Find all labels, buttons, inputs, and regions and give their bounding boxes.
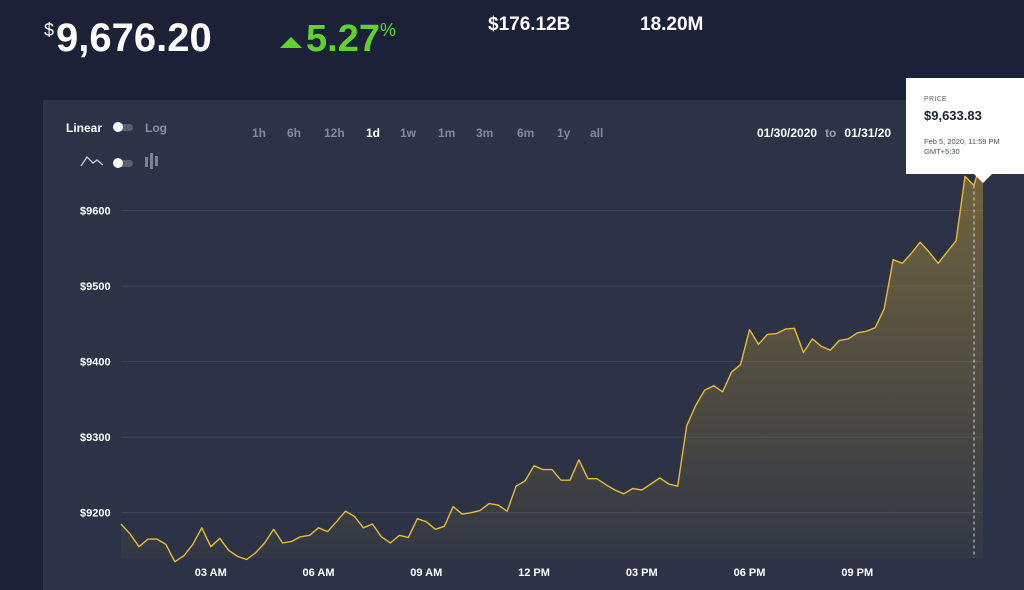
- y-tick-label: $9400: [80, 357, 111, 369]
- ticker-header: $9,676.20 5.27% $176.12B 18.20M: [0, 0, 1024, 100]
- candlestick-icon[interactable]: [144, 152, 162, 170]
- x-tick-label: 12 PM: [518, 567, 550, 579]
- date-from[interactable]: 01/30/2020: [757, 126, 818, 140]
- price-line: [120, 152, 984, 563]
- up-arrow-icon: [280, 37, 302, 49]
- current-price: $9,676.20: [44, 16, 212, 61]
- range-1m[interactable]: 1m: [438, 126, 456, 140]
- scale-switch[interactable]: [113, 122, 133, 132]
- tooltip-timezone: GMT+5:30: [924, 147, 960, 156]
- x-tick-label: 03 PM: [626, 567, 658, 579]
- price-value: 9,676.20: [56, 16, 212, 60]
- scale-linear-label[interactable]: Linear: [66, 121, 103, 135]
- chart-type-switch-knob: [113, 158, 123, 168]
- range-6h[interactable]: 6h: [287, 126, 302, 140]
- tooltip-arrow-icon: [974, 174, 992, 183]
- date-to-label: to: [825, 126, 837, 140]
- market-cap: $176.12B: [488, 14, 571, 35]
- price-tooltip: PRICE $9,633.83 Feb 5, 2020, 11:59 PM GM…: [906, 78, 1024, 183]
- chart-type-switch[interactable]: [113, 158, 133, 168]
- currency-symbol: $: [44, 20, 55, 40]
- tooltip-price: $9,633.83: [924, 108, 982, 123]
- scale-log-label[interactable]: Log: [145, 121, 167, 135]
- x-tick-label: 06 PM: [734, 567, 766, 579]
- range-6m[interactable]: 6m: [517, 126, 535, 140]
- x-tick-label: 09 PM: [841, 567, 873, 579]
- range-1h[interactable]: 1h: [252, 126, 267, 140]
- tooltip-time: Feb 5, 2020, 11:59 PM: [924, 137, 1000, 146]
- y-tick-label: $9300: [80, 432, 111, 444]
- y-tick-label: $9200: [80, 508, 111, 520]
- price-change: 5.27%: [280, 18, 396, 61]
- scale-switch-knob: [113, 122, 123, 132]
- change-unit: %: [379, 20, 396, 40]
- tooltip-label: PRICE: [924, 96, 947, 103]
- range-1y[interactable]: 1y: [557, 126, 571, 140]
- y-tick-label: $9600: [80, 205, 111, 217]
- range-1w[interactable]: 1w: [400, 126, 417, 140]
- x-tick-label: 03 AM: [195, 567, 227, 579]
- volume: 18.20M: [640, 14, 704, 35]
- line-chart-icon[interactable]: [80, 154, 104, 168]
- x-tick-label: 09 AM: [410, 567, 442, 579]
- range-1d[interactable]: 1d: [366, 126, 381, 140]
- date-range: 01/30/2020 to 01/31/20: [757, 126, 891, 140]
- range-all[interactable]: all: [590, 126, 604, 140]
- change-value: 5.27: [306, 18, 380, 60]
- range-12h[interactable]: 12h: [324, 126, 345, 140]
- x-tick-label: 06 AM: [303, 567, 335, 579]
- price-area: [121, 153, 983, 562]
- date-to[interactable]: 01/31/20: [844, 126, 892, 140]
- y-tick-label: $9500: [80, 281, 111, 293]
- range-3m[interactable]: 3m: [476, 126, 494, 140]
